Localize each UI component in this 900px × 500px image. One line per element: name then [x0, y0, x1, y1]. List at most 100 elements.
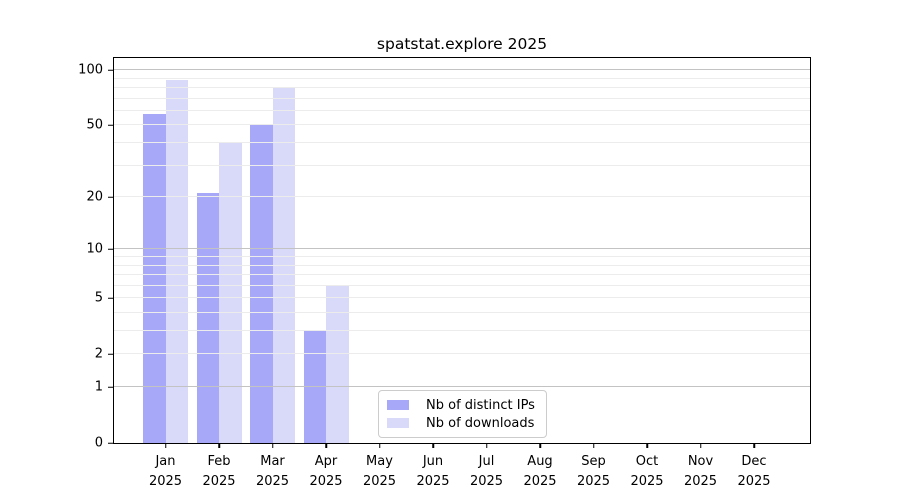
x-tick [699, 443, 702, 448]
minor-gridline [114, 312, 810, 313]
bar-distinct-ips [303, 331, 326, 443]
bar-distinct-ips [250, 125, 273, 443]
x-tick-year: 2025 [630, 473, 664, 489]
bar-distinct-ips [196, 193, 219, 443]
x-tick-label: Jul 2025 [470, 452, 503, 491]
x-tick-label: Mar 2025 [256, 452, 289, 491]
legend: Nb of distinct IPs Nb of downloads [378, 390, 547, 438]
minor-gridline [114, 124, 810, 126]
minor-gridline [114, 77, 810, 79]
x-tick-month: Oct [635, 454, 659, 469]
y-tick-label: 10 [86, 241, 103, 257]
x-tick-year: 2025 [416, 473, 450, 489]
y-tick-label: 5 [94, 290, 103, 306]
minor-gridline [114, 284, 810, 286]
minor-gridline [114, 297, 810, 299]
chart-title: spatstat.explore 2025 [376, 35, 548, 53]
x-tick-month: Nov [687, 454, 714, 469]
y-tick [108, 124, 114, 127]
x-tick-year: 2025 [202, 473, 236, 489]
minor-gridline [114, 274, 810, 276]
x-tick [325, 443, 327, 448]
y-tick [108, 442, 114, 444]
x-tick [378, 443, 381, 448]
x-tick-year: 2025 [255, 473, 290, 489]
x-tick-month: Sep [581, 454, 606, 469]
x-tick-label: Jun 2025 [416, 452, 449, 491]
x-tick-year: 2025 [523, 473, 557, 489]
legend-label-distinct-ips: Nb of distinct IPs [426, 397, 535, 413]
x-tick-label: Oct 2025 [630, 452, 663, 491]
minor-gridline [114, 164, 810, 166]
minor-gridline [114, 97, 810, 99]
x-tick-month: May [366, 454, 393, 469]
x-tick-label: Nov 2025 [684, 452, 717, 491]
y-tick-label: 100 [78, 62, 103, 78]
bar-downloads [219, 143, 242, 443]
x-tick-month: Dec [741, 454, 767, 469]
minor-gridline [114, 196, 810, 198]
x-tick-year: 2025 [309, 473, 343, 489]
legend-row-downloads: Nb of downloads [379, 416, 546, 431]
x-tick [753, 443, 755, 448]
y-tick-label: 1 [94, 379, 103, 395]
x-tick [485, 443, 488, 448]
x-tick-year: 2025 [362, 473, 397, 489]
x-tick-month: Jul [478, 454, 495, 469]
x-tick-label: Apr 2025 [309, 452, 342, 491]
x-tick-label: Aug 2025 [523, 452, 556, 491]
x-tick-label: Dec 2025 [737, 452, 770, 491]
minor-gridline [114, 264, 810, 266]
y-tick-label: 20 [86, 189, 103, 205]
bar-distinct-ips [143, 113, 166, 443]
y-tick-label: 0 [94, 435, 103, 451]
x-tick-label: May 2025 [363, 452, 396, 491]
x-tick-month: Apr [314, 454, 338, 469]
x-tick [646, 443, 648, 448]
x-tick-month: Jan [155, 454, 176, 469]
x-tick-month: Aug [527, 454, 553, 469]
minor-gridline [114, 87, 810, 89]
minor-gridline [114, 330, 810, 332]
x-tick [271, 443, 274, 448]
x-tick-year: 2025 [683, 473, 718, 489]
legend-swatch-distinct-ips [387, 400, 409, 410]
y-tick [108, 297, 114, 300]
major-gridline [114, 248, 810, 250]
y-tick-label: 50 [86, 117, 103, 133]
bar-downloads [165, 80, 188, 443]
y-tick [108, 248, 114, 251]
x-tick [164, 443, 167, 448]
minor-gridline [114, 109, 810, 111]
minor-gridline [114, 142, 810, 144]
y-tick-label: 2 [94, 346, 103, 362]
x-tick-label: Sep 2025 [577, 452, 610, 491]
y-tick [108, 353, 114, 356]
minor-gridline [114, 353, 810, 355]
x-tick-year: 2025 [469, 473, 504, 489]
bar-downloads [326, 285, 349, 443]
y-tick [108, 196, 114, 198]
legend-row-distinct-ips: Nb of distinct IPs [379, 398, 546, 413]
x-tick-label: Jan 2025 [149, 452, 182, 491]
legend-swatch-downloads [387, 418, 409, 428]
plot-area: 0 1 2 5 10 20 50 100 Jan 2025 Feb 2025 Mar 2025 Apr 20… [78, 57, 811, 489]
x-tick [432, 443, 434, 448]
x-tick [539, 443, 541, 448]
y-tick [108, 69, 114, 71]
x-tick-year: 2025 [737, 473, 771, 489]
x-tick [592, 443, 595, 448]
major-gridline [114, 386, 810, 388]
major-gridline [114, 69, 810, 71]
x-tick-month: Mar [260, 454, 285, 469]
x-tick-month: Jun [422, 454, 444, 469]
x-tick-month: Feb [207, 454, 231, 469]
x-tick-year: 2025 [576, 473, 611, 489]
x-tick-label: Feb 2025 [202, 452, 235, 491]
y-tick [108, 386, 114, 388]
minor-gridline [114, 256, 810, 257]
legend-label-downloads: Nb of downloads [426, 415, 535, 431]
x-tick-year: 2025 [148, 473, 183, 489]
x-tick [218, 443, 220, 448]
